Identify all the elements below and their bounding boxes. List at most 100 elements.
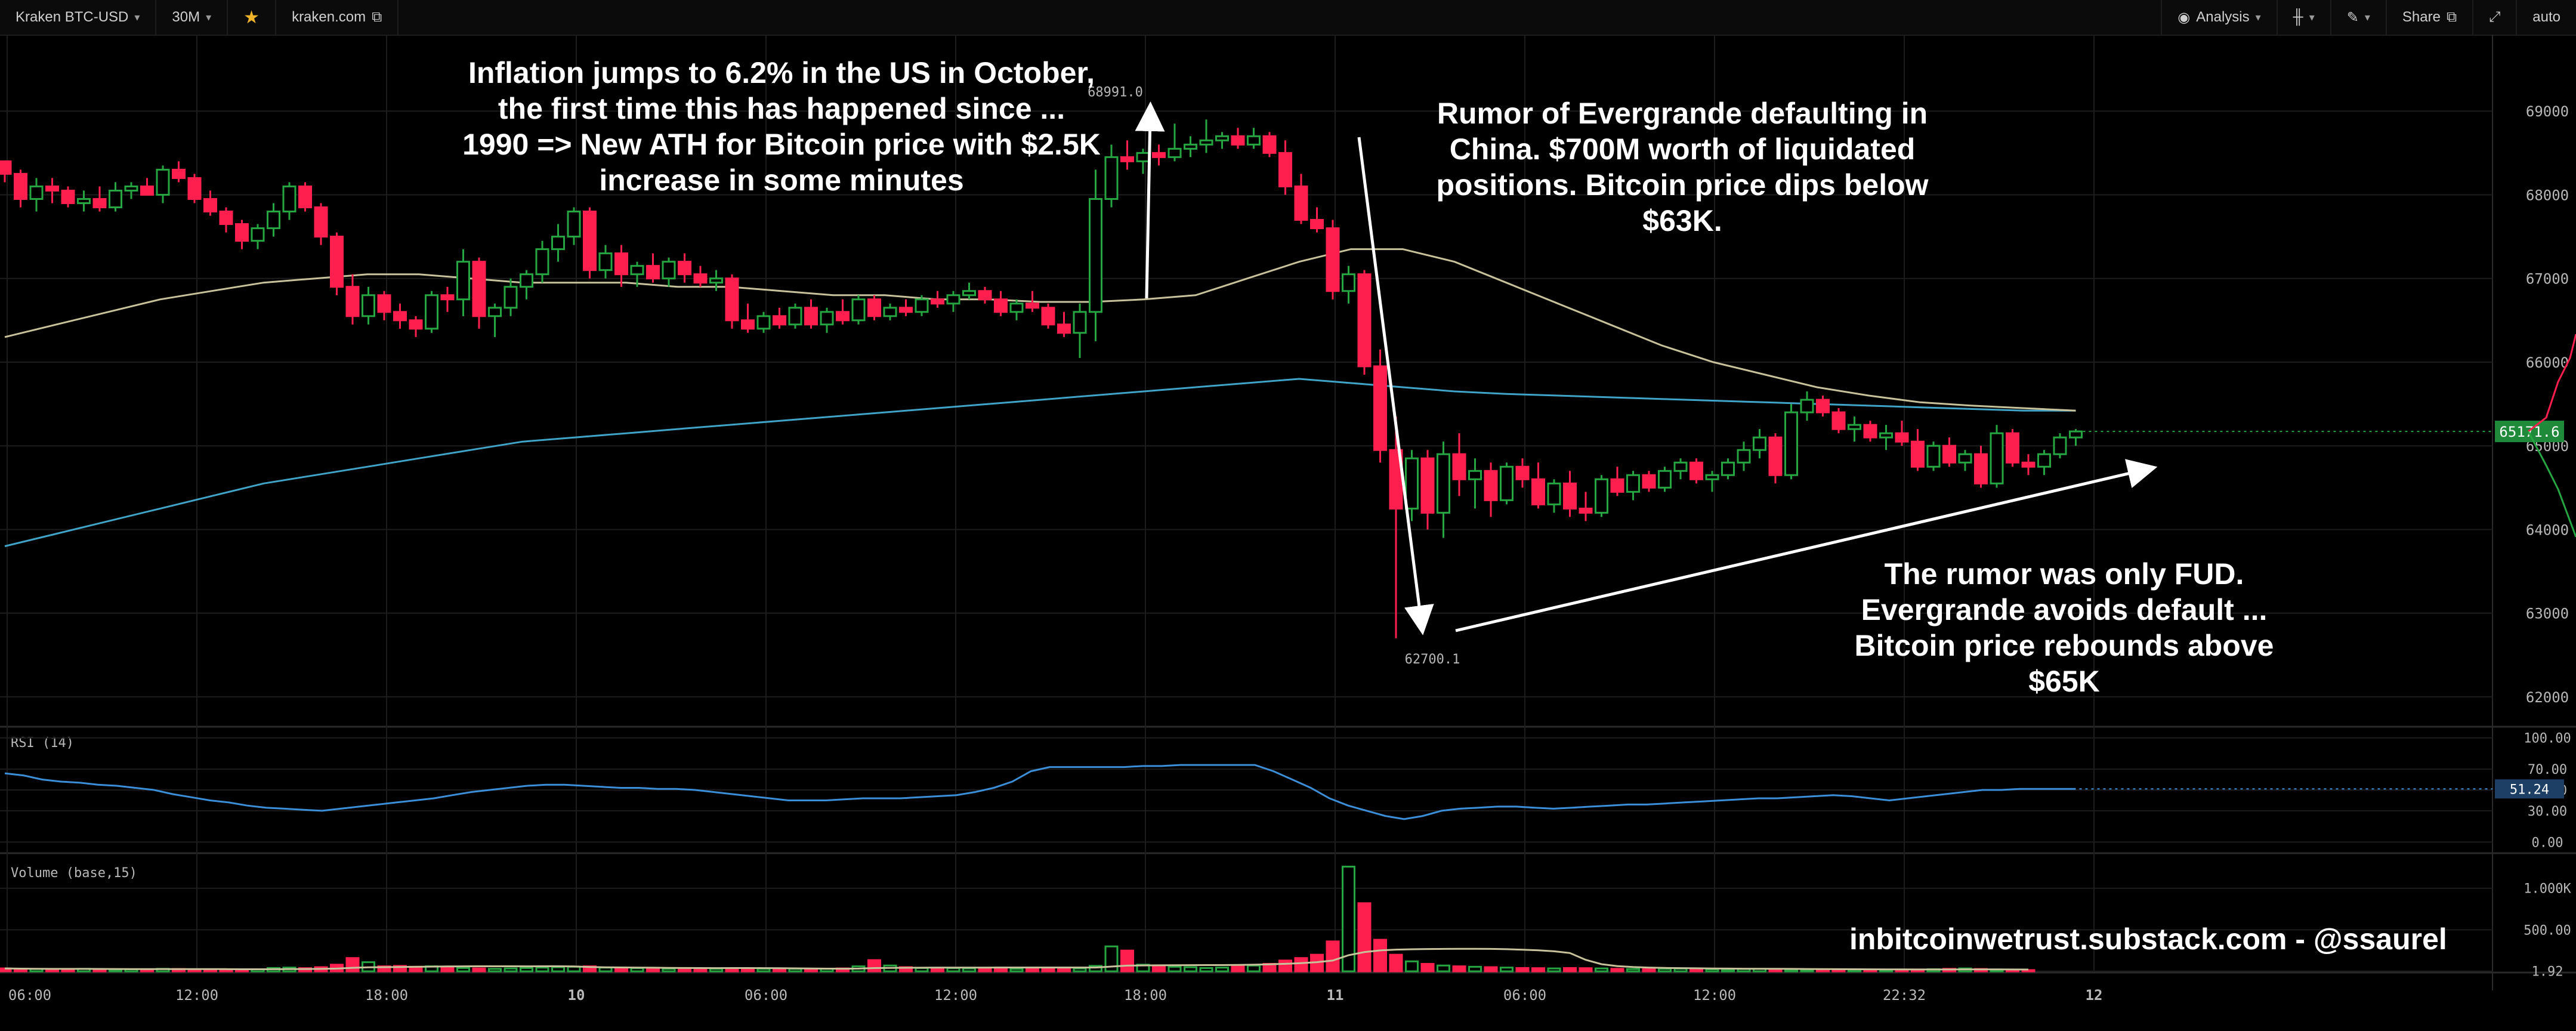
- volume-bar: [1089, 965, 1102, 973]
- symbol-selector[interactable]: Kraken BTC-USD ▾: [0, 0, 157, 35]
- candle: [804, 299, 818, 329]
- candle: [1784, 404, 1798, 480]
- interval-selector[interactable]: 30M ▾: [156, 0, 228, 35]
- candle-body: [773, 315, 786, 326]
- source-link[interactable]: kraken.com ⧉: [276, 0, 399, 35]
- volume-bar: [962, 967, 976, 973]
- candle-body: [61, 189, 75, 204]
- analysis-button[interactable]: ◉ Analysis ▾: [2161, 0, 2276, 35]
- volume-bar: [1073, 967, 1087, 973]
- candle-body: [1673, 461, 1688, 472]
- volume-bar: [1215, 967, 1229, 973]
- candle-body: [836, 311, 850, 322]
- candle: [282, 182, 296, 220]
- candle: [693, 266, 708, 287]
- share-button[interactable]: Share ⧉: [2385, 0, 2472, 35]
- candle-body: [867, 298, 881, 317]
- candle: [1120, 140, 1134, 170]
- candle: [1452, 433, 1466, 496]
- candle-body: [1800, 399, 1814, 413]
- volume-bar: [1326, 940, 1340, 973]
- candle: [678, 253, 691, 283]
- candle: [1294, 174, 1308, 224]
- candle-body: [1831, 411, 1846, 430]
- price-tick-label: 69000: [2526, 103, 2569, 120]
- candle: [662, 257, 676, 287]
- candle-body: [851, 298, 866, 322]
- candle: [1753, 429, 1766, 459]
- favorite-button[interactable]: ★: [228, 0, 277, 35]
- candle: [1942, 437, 1956, 467]
- auto-scale-button[interactable]: auto: [2516, 0, 2576, 35]
- candle: [1863, 421, 1877, 442]
- rsi-tick-label: 100.00: [2524, 731, 2571, 746]
- volume-bar: [709, 968, 723, 973]
- time-tick-label: 06:00: [745, 987, 787, 1004]
- candle-body: [1310, 219, 1324, 230]
- price-axis: 6200063000640006500066000670006800069000…: [2083, 103, 2576, 706]
- candle-body: [140, 185, 154, 196]
- candle-body: [251, 227, 265, 242]
- candle: [504, 278, 518, 316]
- candle-body: [1816, 399, 1830, 413]
- fullscreen-button[interactable]: ⤢: [2472, 0, 2516, 35]
- candle: [2069, 429, 2083, 446]
- candle-body: [14, 172, 27, 200]
- candle: [472, 257, 486, 329]
- candle-body: [1009, 302, 1024, 313]
- candle-body: [820, 311, 834, 326]
- candle: [1816, 396, 1830, 417]
- volume-tick-label: 1.000K: [2524, 882, 2571, 897]
- candle: [140, 178, 154, 196]
- candle: [1310, 207, 1324, 233]
- volume-bar: [1152, 965, 1166, 973]
- candle-body: [646, 265, 660, 280]
- candle: [77, 190, 91, 212]
- chart-type-button[interactable]: ╫ ▾: [2276, 0, 2330, 35]
- candle-body: [962, 290, 976, 297]
- candle-body: [931, 298, 944, 305]
- symbol-label: Kraken BTC-USD: [16, 9, 129, 25]
- candle-body: [1658, 470, 1672, 489]
- candle: [583, 207, 597, 279]
- candle-body: [1057, 323, 1071, 334]
- volume-bar: [1026, 968, 1039, 973]
- price-tick-label: 64000: [2526, 521, 2569, 538]
- candle: [298, 182, 312, 212]
- candle: [1104, 144, 1119, 208]
- volume-bar: [1231, 965, 1245, 973]
- analysis-label: Analysis: [2196, 9, 2250, 25]
- annotation-line: Bitcoin price rebounds above: [1854, 629, 2274, 662]
- candle-body: [1531, 478, 1545, 505]
- time-tick-label: 22:32: [1883, 987, 1926, 1004]
- volume-bar: [946, 967, 960, 973]
- candle-body: [409, 319, 423, 330]
- candle-body: [377, 294, 391, 313]
- drawing-tools-button[interactable]: ✎ ▾: [2330, 0, 2386, 35]
- candle-body: [1705, 474, 1719, 480]
- volume-bar: [741, 968, 755, 973]
- candle-body: [440, 294, 455, 301]
- time-tick-label: 18:00: [365, 987, 408, 1004]
- candle-body: [282, 185, 296, 213]
- candle: [851, 295, 866, 325]
- volume-bar: [867, 959, 881, 973]
- candle: [45, 178, 59, 203]
- candle: [1658, 467, 1672, 492]
- volume-bar: [1626, 968, 1640, 973]
- annotation-line: Rumor of Evergrande defaulting in: [1437, 97, 1928, 130]
- candle-body: [1247, 135, 1261, 146]
- volume-bar: [504, 967, 518, 973]
- candle-body: [267, 211, 280, 230]
- candle: [1342, 266, 1355, 304]
- candle: [235, 220, 249, 249]
- volume-bar: [1184, 966, 1197, 973]
- high-price-label: 68991.0: [1088, 85, 1143, 100]
- candle-body: [1595, 478, 1608, 514]
- annotation-evergrande: Rumor of Evergrande defaulting in China. …: [1396, 95, 1969, 239]
- candle-body: [1879, 432, 1893, 439]
- candle-body: [756, 315, 771, 330]
- volume-bar: [1595, 967, 1608, 973]
- candle-body: [1152, 152, 1166, 158]
